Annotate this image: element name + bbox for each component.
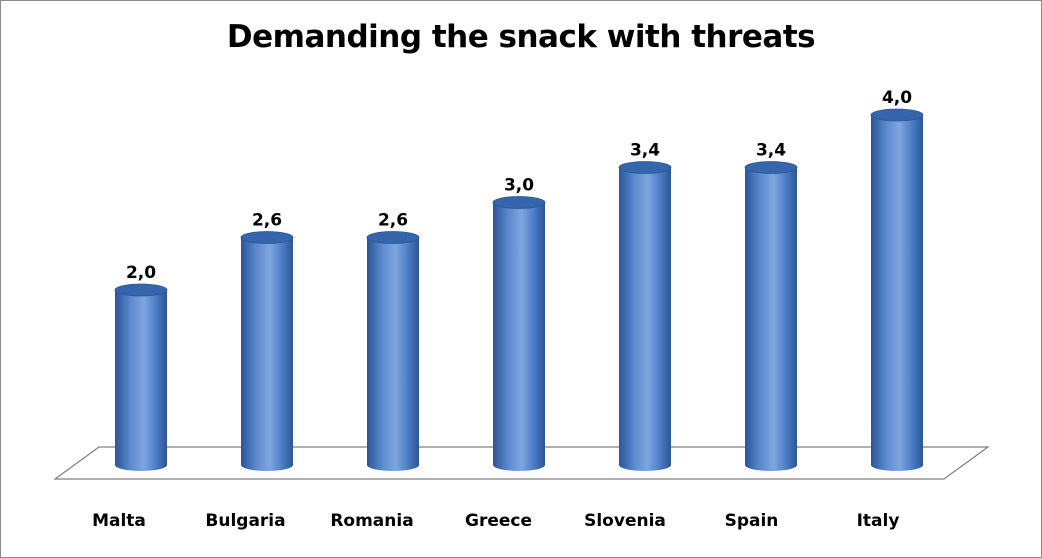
category-label-spain: Spain [725, 511, 779, 531]
bar-slovenia [618, 161, 672, 471]
bar-body-italy [871, 115, 923, 471]
bar-top-malta [114, 283, 168, 297]
bar-greece [492, 196, 546, 471]
bar-top-spain [744, 161, 798, 174]
category-label-bulgaria: Bulgaria [205, 511, 285, 531]
bar-body-malta [115, 290, 167, 471]
bar-top-greece [492, 196, 546, 209]
data-label-bulgaria: 2,6 [252, 211, 282, 231]
bar-italy [870, 108, 924, 471]
category-label-italy: Italy [857, 511, 900, 531]
data-label-spain: 3,4 [756, 141, 786, 161]
bar-series [114, 108, 924, 471]
bar-top-slovenia [618, 161, 672, 174]
category-label-slovenia: Slovenia [584, 511, 666, 531]
bar-body-bulgaria [241, 237, 293, 471]
bar-top-romania [366, 231, 420, 244]
bar-body-greece [493, 202, 545, 471]
bar-malta [114, 283, 168, 471]
chart-title: Demanding the snack with threats [226, 19, 816, 55]
data-label-italy: 4,0 [882, 88, 912, 108]
category-label-romania: Romania [330, 511, 413, 531]
bar-body-romania [367, 237, 419, 471]
bar-top-bulgaria [240, 231, 294, 244]
data-label-group: 2,0 2,6 2,6 3,0 3,4 3,4 4,0 [126, 88, 912, 283]
category-label-malta: Malta [92, 511, 146, 531]
category-label-greece: Greece [465, 511, 532, 531]
bar-spain [744, 161, 798, 471]
data-label-slovenia: 3,4 [630, 141, 660, 161]
data-label-greece: 3,0 [504, 176, 534, 196]
bar-bulgaria [240, 231, 294, 471]
bar-body-spain [745, 167, 797, 471]
data-label-romania: 2,6 [378, 211, 408, 231]
data-label-malta: 2,0 [126, 263, 156, 283]
category-label-group: Malta Bulgaria Romania Greece Slovenia Spain I… [92, 511, 899, 531]
bar-body-slovenia [619, 167, 671, 471]
bar-romania [366, 231, 420, 471]
bar-top-italy [870, 108, 924, 122]
